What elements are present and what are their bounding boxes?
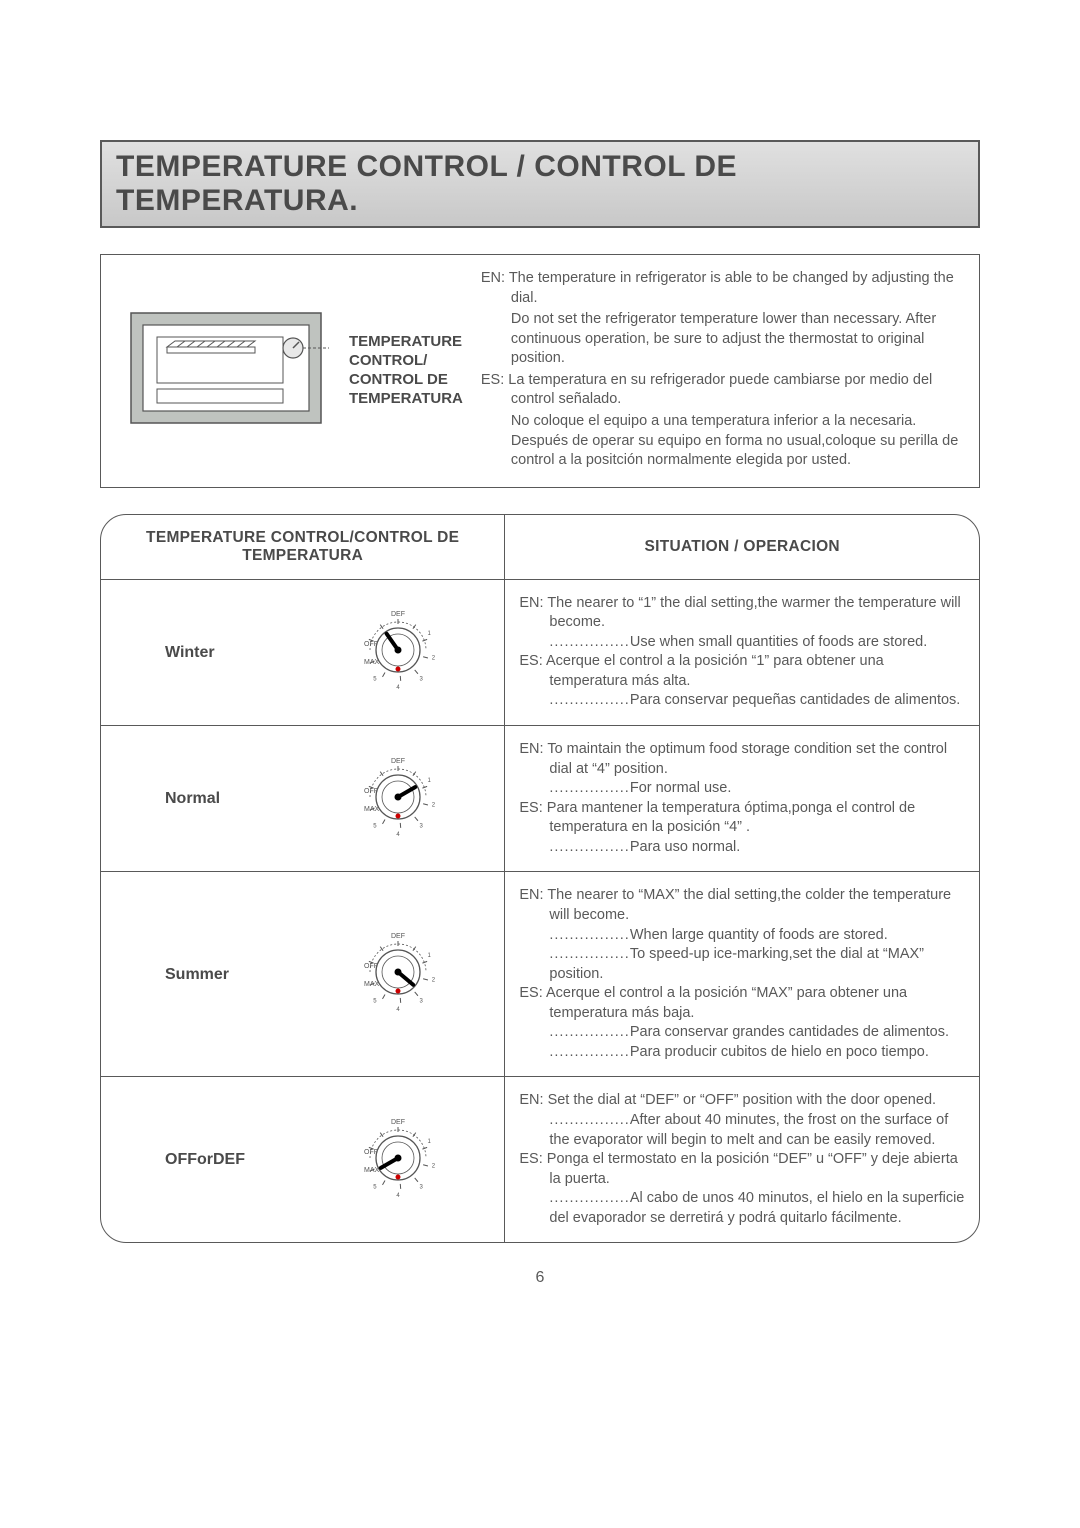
desc-en-note: When large quantity of foods are stored. [519, 926, 965, 946]
intro-es: ES: La temperatura en su refrigerador pu… [481, 371, 965, 410]
season-label: Summer [165, 964, 229, 986]
svg-text:3: 3 [420, 999, 424, 1005]
dial-cell: OFForDEF DEF OFF MAX 12345 [101, 1077, 505, 1242]
intro-es-cont: No coloque el equipo a una temperatura i… [481, 412, 965, 471]
desc-es: ES: Ponga el termostato en la posición “… [519, 1150, 965, 1189]
svg-text:3: 3 [420, 677, 424, 683]
svg-text:1: 1 [428, 631, 432, 637]
svg-text:1: 1 [428, 778, 432, 784]
season-label: OFForDEF [165, 1149, 245, 1171]
desc-en-note: Use when small quantities of foods are s… [519, 633, 965, 653]
heading-text: TEMPERATURE CONTROL / CONTROL DE TEMPERA… [116, 150, 964, 218]
svg-text:5: 5 [374, 677, 378, 683]
label-line: CONTROL/ [349, 352, 427, 369]
page-number: 6 [100, 1269, 980, 1287]
desc-es: ES: Acerque el control a la posición “1”… [519, 652, 965, 691]
desc-es-note: Para uso normal. [519, 838, 965, 858]
svg-text:1: 1 [428, 953, 432, 959]
svg-text:DEF: DEF [391, 1119, 405, 1126]
dial-cell: Normal DEF OFF MAX 12345 [101, 726, 505, 872]
desc-es-note: Para conservar grandes cantidades de ali… [519, 1023, 965, 1043]
svg-text:1: 1 [428, 1139, 432, 1145]
intro-en-cont: Do not set the refrigerator temperature … [481, 310, 965, 369]
table-row: Winter DEF OFF MAX 12345 EN: The nearer … [101, 579, 979, 725]
svg-text:2: 2 [432, 656, 436, 662]
desc-en: EN: To maintain the optimum food storage… [519, 740, 965, 779]
svg-text:4: 4 [397, 832, 401, 838]
svg-text:DEF: DEF [391, 933, 405, 940]
season-label: Normal [165, 788, 220, 810]
desc-es: ES: Para mantener la temperatura óptima,… [519, 799, 965, 838]
svg-text:5: 5 [374, 999, 378, 1005]
svg-text:5: 5 [374, 1184, 378, 1190]
situation-cell: EN: To maintain the optimum food storage… [505, 726, 979, 872]
desc-es-note: Para producir cubitos de hielo en poco t… [519, 1043, 965, 1063]
intro-box: TEMPERATURE CONTROL/ CONTROL DE TEMPERAT… [100, 254, 980, 488]
label-line: CONTROL DE [349, 371, 448, 388]
col-header-right: SITUATION / OPERACION [505, 515, 979, 580]
desc-en-note: For normal use. [519, 779, 965, 799]
desc-es: ES: Acerque el control a la posición “MA… [519, 984, 965, 1023]
situation-cell: EN: The nearer to “MAX” the dial setting… [505, 872, 979, 1077]
settings-table: TEMPERATURE CONTROL/CONTROL DE TEMPERATU… [101, 515, 979, 1243]
settings-table-wrap: TEMPERATURE CONTROL/CONTROL DE TEMPERATU… [100, 514, 980, 1244]
dial-cell: Summer DEF OFF MAX 12345 [101, 872, 505, 1077]
fridge-diagram [121, 303, 331, 438]
svg-text:2: 2 [432, 802, 436, 808]
svg-text:3: 3 [420, 1184, 424, 1190]
diagram-label: TEMPERATURE CONTROL/ CONTROL DE TEMPERAT… [349, 333, 463, 408]
svg-text:4: 4 [397, 1193, 401, 1199]
svg-text:2: 2 [432, 1163, 436, 1169]
svg-text:5: 5 [374, 823, 378, 829]
col-header-left: TEMPERATURE CONTROL/CONTROL DE TEMPERATU… [101, 515, 505, 580]
table-row: Summer DEF OFF MAX 12345 EN: The nearer … [101, 872, 979, 1077]
desc-en: EN: The nearer to “MAX” the dial setting… [519, 886, 965, 925]
desc-es-note: Al cabo de unos 40 minutos, el hielo en … [519, 1189, 965, 1228]
desc-en: EN: The nearer to “1” the dial setting,t… [519, 594, 965, 633]
svg-text:DEF: DEF [391, 758, 405, 765]
desc-en-note: To speed-up ice-marking,set the dial at … [519, 945, 965, 984]
svg-text:DEF: DEF [391, 611, 405, 618]
label-line: TEMPERATURE [349, 333, 462, 350]
table-row: Normal DEF OFF MAX 12345 EN: To maintain… [101, 726, 979, 872]
season-label: Winter [165, 642, 215, 664]
table-row: OFForDEF DEF OFF MAX 12345 EN: Set the d… [101, 1077, 979, 1242]
situation-cell: EN: The nearer to “1” the dial setting,t… [505, 579, 979, 725]
label-line: TEMPERATURA [349, 390, 463, 407]
intro-text: EN: The temperature in refrigerator is a… [481, 269, 965, 473]
desc-en-note: After about 40 minutes, the frost on the… [519, 1111, 965, 1150]
svg-text:4: 4 [397, 685, 401, 691]
desc-en: EN: Set the dial at “DEF” or “OFF” posit… [519, 1091, 965, 1111]
svg-text:3: 3 [420, 823, 424, 829]
situation-cell: EN: Set the dial at “DEF” or “OFF” posit… [505, 1077, 979, 1242]
svg-text:4: 4 [397, 1007, 401, 1013]
section-heading: TEMPERATURE CONTROL / CONTROL DE TEMPERA… [100, 140, 980, 228]
intro-en: EN: The temperature in refrigerator is a… [481, 269, 965, 308]
desc-es-note: Para conservar pequeñas cantidades de al… [519, 691, 965, 711]
dial-cell: Winter DEF OFF MAX 12345 [101, 579, 505, 725]
svg-text:2: 2 [432, 978, 436, 984]
